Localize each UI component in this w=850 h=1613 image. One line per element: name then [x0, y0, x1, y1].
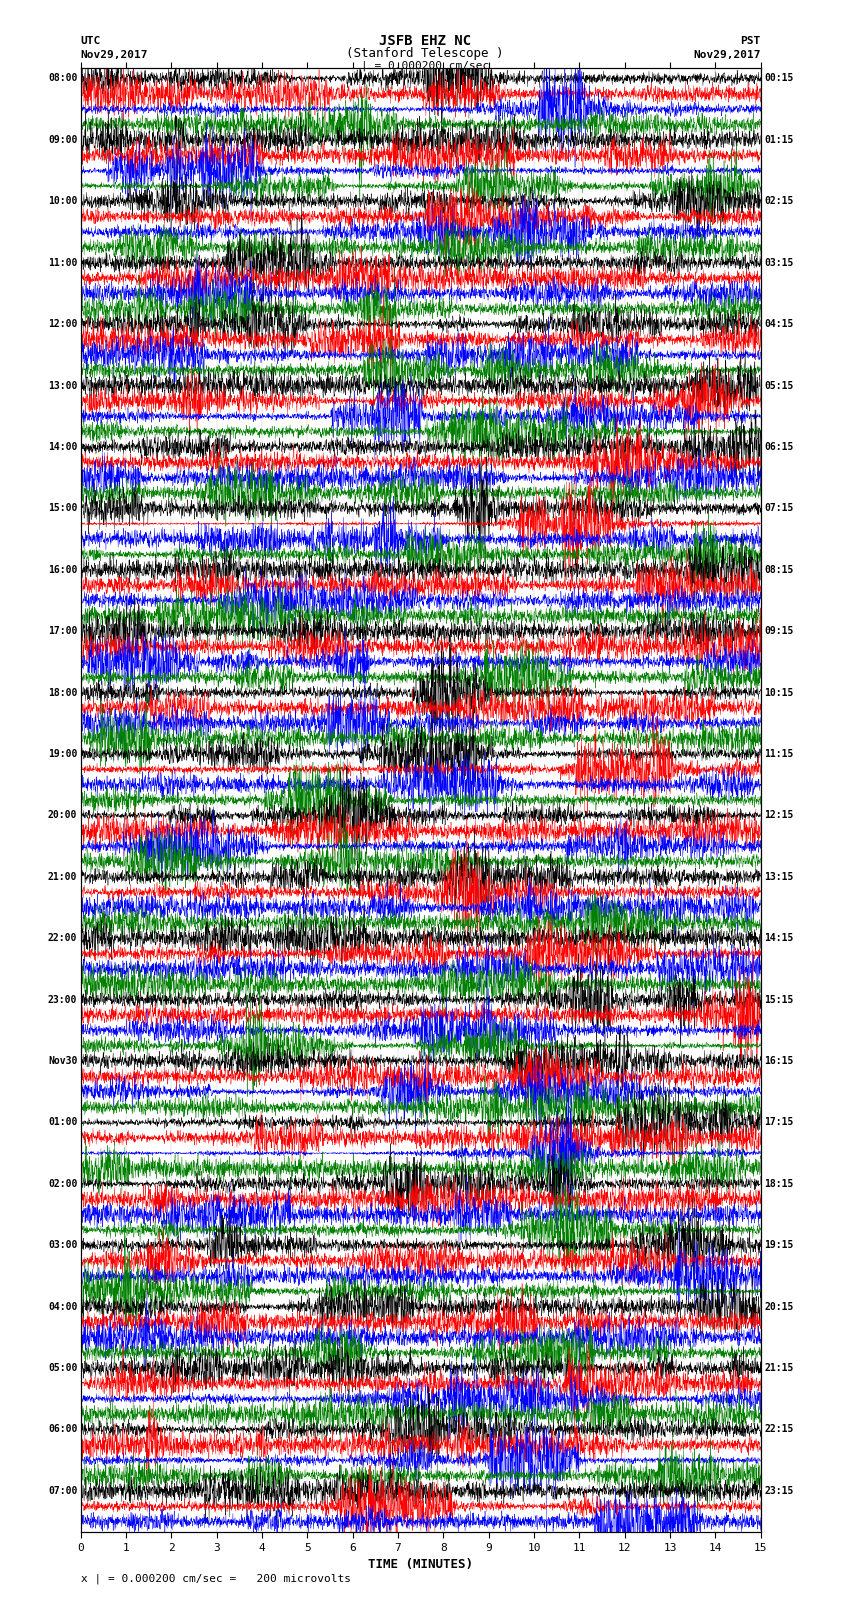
- Text: 03:15: 03:15: [764, 258, 794, 268]
- Text: 02:00: 02:00: [48, 1179, 77, 1189]
- Text: 07:00: 07:00: [48, 1486, 77, 1495]
- X-axis label: TIME (MINUTES): TIME (MINUTES): [368, 1558, 473, 1571]
- Text: Nov29,2017: Nov29,2017: [694, 50, 761, 60]
- Text: 20:15: 20:15: [764, 1302, 794, 1311]
- Text: 11:15: 11:15: [764, 748, 794, 760]
- Text: 10:00: 10:00: [48, 197, 77, 206]
- Text: 01:00: 01:00: [48, 1118, 77, 1127]
- Text: | = 0.000200 cm/sec: | = 0.000200 cm/sec: [361, 60, 489, 71]
- Text: 16:00: 16:00: [48, 565, 77, 574]
- Text: 21:15: 21:15: [764, 1363, 794, 1373]
- Text: 16:15: 16:15: [764, 1057, 794, 1066]
- Text: 02:15: 02:15: [764, 197, 794, 206]
- Text: 09:15: 09:15: [764, 626, 794, 636]
- Text: 06:15: 06:15: [764, 442, 794, 452]
- Text: 11:00: 11:00: [48, 258, 77, 268]
- Text: 04:00: 04:00: [48, 1302, 77, 1311]
- Text: 08:00: 08:00: [48, 74, 77, 84]
- Text: Nov30: Nov30: [48, 1057, 77, 1066]
- Text: 18:00: 18:00: [48, 687, 77, 697]
- Text: 05:00: 05:00: [48, 1363, 77, 1373]
- Text: 15:15: 15:15: [764, 995, 794, 1005]
- Text: UTC: UTC: [81, 35, 101, 45]
- Text: 12:00: 12:00: [48, 319, 77, 329]
- Text: Nov29,2017: Nov29,2017: [81, 50, 148, 60]
- Text: PST: PST: [740, 35, 761, 45]
- Text: 23:15: 23:15: [764, 1486, 794, 1495]
- Text: 14:00: 14:00: [48, 442, 77, 452]
- Text: 03:00: 03:00: [48, 1240, 77, 1250]
- Text: 00:15: 00:15: [764, 74, 794, 84]
- Text: 23:00: 23:00: [48, 995, 77, 1005]
- Text: 12:15: 12:15: [764, 810, 794, 821]
- Text: 15:00: 15:00: [48, 503, 77, 513]
- Text: 17:15: 17:15: [764, 1118, 794, 1127]
- Text: 14:15: 14:15: [764, 934, 794, 944]
- Text: 07:15: 07:15: [764, 503, 794, 513]
- Text: 22:00: 22:00: [48, 934, 77, 944]
- Text: 05:15: 05:15: [764, 381, 794, 390]
- Text: 06:00: 06:00: [48, 1424, 77, 1434]
- Text: 13:15: 13:15: [764, 871, 794, 882]
- Text: 17:00: 17:00: [48, 626, 77, 636]
- Text: 20:00: 20:00: [48, 810, 77, 821]
- Text: 08:15: 08:15: [764, 565, 794, 574]
- Text: 22:15: 22:15: [764, 1424, 794, 1434]
- Text: 19:15: 19:15: [764, 1240, 794, 1250]
- Text: 13:00: 13:00: [48, 381, 77, 390]
- Text: 01:15: 01:15: [764, 135, 794, 145]
- Text: 18:15: 18:15: [764, 1179, 794, 1189]
- Text: 21:00: 21:00: [48, 871, 77, 882]
- Text: 09:00: 09:00: [48, 135, 77, 145]
- Text: x | = 0.000200 cm/sec =   200 microvolts: x | = 0.000200 cm/sec = 200 microvolts: [81, 1573, 351, 1584]
- Text: 19:00: 19:00: [48, 748, 77, 760]
- Text: JSFB EHZ NC: JSFB EHZ NC: [379, 34, 471, 47]
- Text: 10:15: 10:15: [764, 687, 794, 697]
- Text: 04:15: 04:15: [764, 319, 794, 329]
- Text: (Stanford Telescope ): (Stanford Telescope ): [346, 47, 504, 60]
